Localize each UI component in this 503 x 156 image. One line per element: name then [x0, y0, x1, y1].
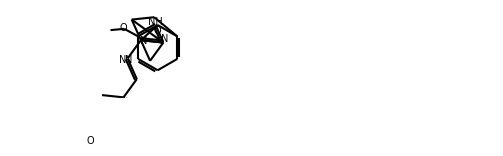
Text: N: N	[140, 37, 147, 46]
Text: N: N	[125, 55, 132, 65]
Text: N: N	[119, 55, 126, 65]
Text: O: O	[119, 23, 127, 33]
Text: O: O	[154, 26, 161, 36]
Text: NH: NH	[148, 17, 163, 27]
Text: O: O	[87, 136, 94, 146]
Text: N: N	[161, 34, 169, 44]
